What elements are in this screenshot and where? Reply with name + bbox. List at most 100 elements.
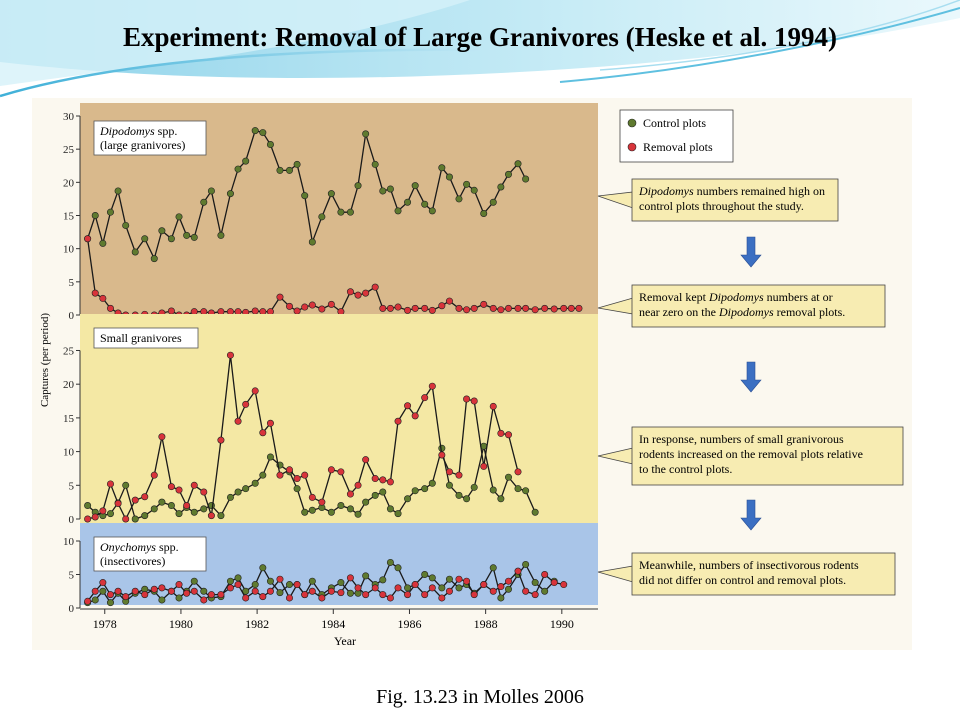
removal-point [234, 417, 242, 425]
legend-removal-label: Removal plots [643, 140, 713, 154]
removal-point [293, 475, 301, 483]
removal-point [114, 499, 122, 507]
removal-point [293, 581, 301, 589]
y-tick-label: 25 [63, 144, 75, 156]
y-tick-label: 5 [69, 570, 75, 582]
removal-point [141, 591, 149, 599]
removal-point [318, 498, 326, 506]
removal-point [480, 581, 488, 589]
removal-point [276, 575, 284, 583]
control-point [379, 187, 387, 195]
removal-point [318, 305, 326, 313]
control-point [504, 170, 512, 178]
control-point [276, 589, 284, 597]
control-point [318, 213, 326, 221]
control-point [217, 512, 225, 520]
x-tick-label: 1978 [93, 617, 117, 631]
removal-point [285, 302, 293, 310]
removal-point [411, 304, 419, 312]
removal-point [200, 308, 208, 316]
panel-label: Dipodomys spp. (large granivores) [99, 124, 185, 152]
removal-point [175, 581, 183, 589]
control-point [200, 198, 208, 206]
control-point [226, 190, 234, 198]
removal-point [259, 308, 267, 316]
control-point [386, 505, 394, 513]
removal-point [131, 587, 139, 595]
callout-text: Dipodomys numbers remained high on contro… [638, 184, 825, 213]
control-point [489, 486, 497, 494]
control-point [541, 587, 549, 595]
control-point [200, 587, 208, 595]
x-tick-label: 1984 [321, 617, 345, 631]
removal-point [217, 436, 225, 444]
removal-point [106, 480, 114, 488]
removal-point [504, 577, 512, 585]
control-point [411, 487, 419, 495]
removal-point [308, 301, 316, 309]
removal-point [200, 596, 208, 604]
control-point [175, 510, 183, 518]
removal-point [394, 417, 402, 425]
y-tick-label: 25 [63, 345, 75, 357]
removal-point [251, 307, 259, 315]
removal-point [106, 304, 114, 312]
removal-point [541, 304, 549, 312]
control-point [386, 558, 394, 566]
removal-point [531, 591, 539, 599]
control-point [463, 495, 471, 503]
panel-2: 0 5 10 15 20 25 Small granivores [63, 314, 598, 526]
removal-point [91, 513, 99, 521]
removal-point [560, 581, 568, 589]
control-point [158, 227, 166, 235]
control-point [226, 577, 234, 585]
control-point [266, 141, 274, 149]
removal-point [91, 289, 99, 297]
control-point [158, 596, 166, 604]
control-point [234, 574, 242, 582]
y-tick-label: 30 [63, 111, 75, 123]
y-tick-label: 0 [69, 310, 75, 322]
control-point [489, 198, 497, 206]
removal-point [234, 581, 242, 589]
removal-point [386, 478, 394, 486]
control-point [428, 207, 436, 215]
removal-point [346, 490, 354, 498]
removal-point [84, 515, 92, 523]
removal-point [438, 451, 446, 459]
control-point [497, 183, 505, 191]
control-point [455, 584, 463, 592]
removal-point [175, 486, 183, 494]
control-point [404, 495, 412, 503]
control-point [158, 498, 166, 506]
control-point [175, 213, 183, 221]
control-point [522, 175, 530, 183]
removal-point [141, 493, 149, 501]
removal-point [480, 300, 488, 308]
removal-point [207, 512, 215, 520]
control-point [190, 233, 198, 241]
control-point [379, 488, 387, 496]
control-point [217, 231, 225, 239]
removal-point [158, 584, 166, 592]
removal-point [259, 593, 267, 601]
removal-point [362, 456, 370, 464]
panel-1: 0 5 10 15 20 25 30 Dipodomys spp. (large granivo… [63, 103, 598, 322]
control-point [411, 182, 419, 190]
callout-box [631, 426, 904, 486]
control-point [175, 594, 183, 602]
removal-point [371, 475, 379, 483]
removal-point [337, 589, 345, 597]
callout-3: In response, numbers of small granivorou… [597, 426, 904, 486]
removal-point [504, 431, 512, 439]
callout-box [631, 552, 896, 596]
removal-point [327, 587, 335, 595]
control-point [301, 508, 309, 516]
removal-point [394, 303, 402, 311]
removal-point [293, 307, 301, 315]
series-line-removal [87, 355, 519, 521]
control-point [379, 576, 387, 584]
removal-point [404, 402, 412, 410]
callout-2: Removal kept Dipodomys numbers at or near… [597, 284, 886, 328]
removal-point [371, 283, 379, 291]
